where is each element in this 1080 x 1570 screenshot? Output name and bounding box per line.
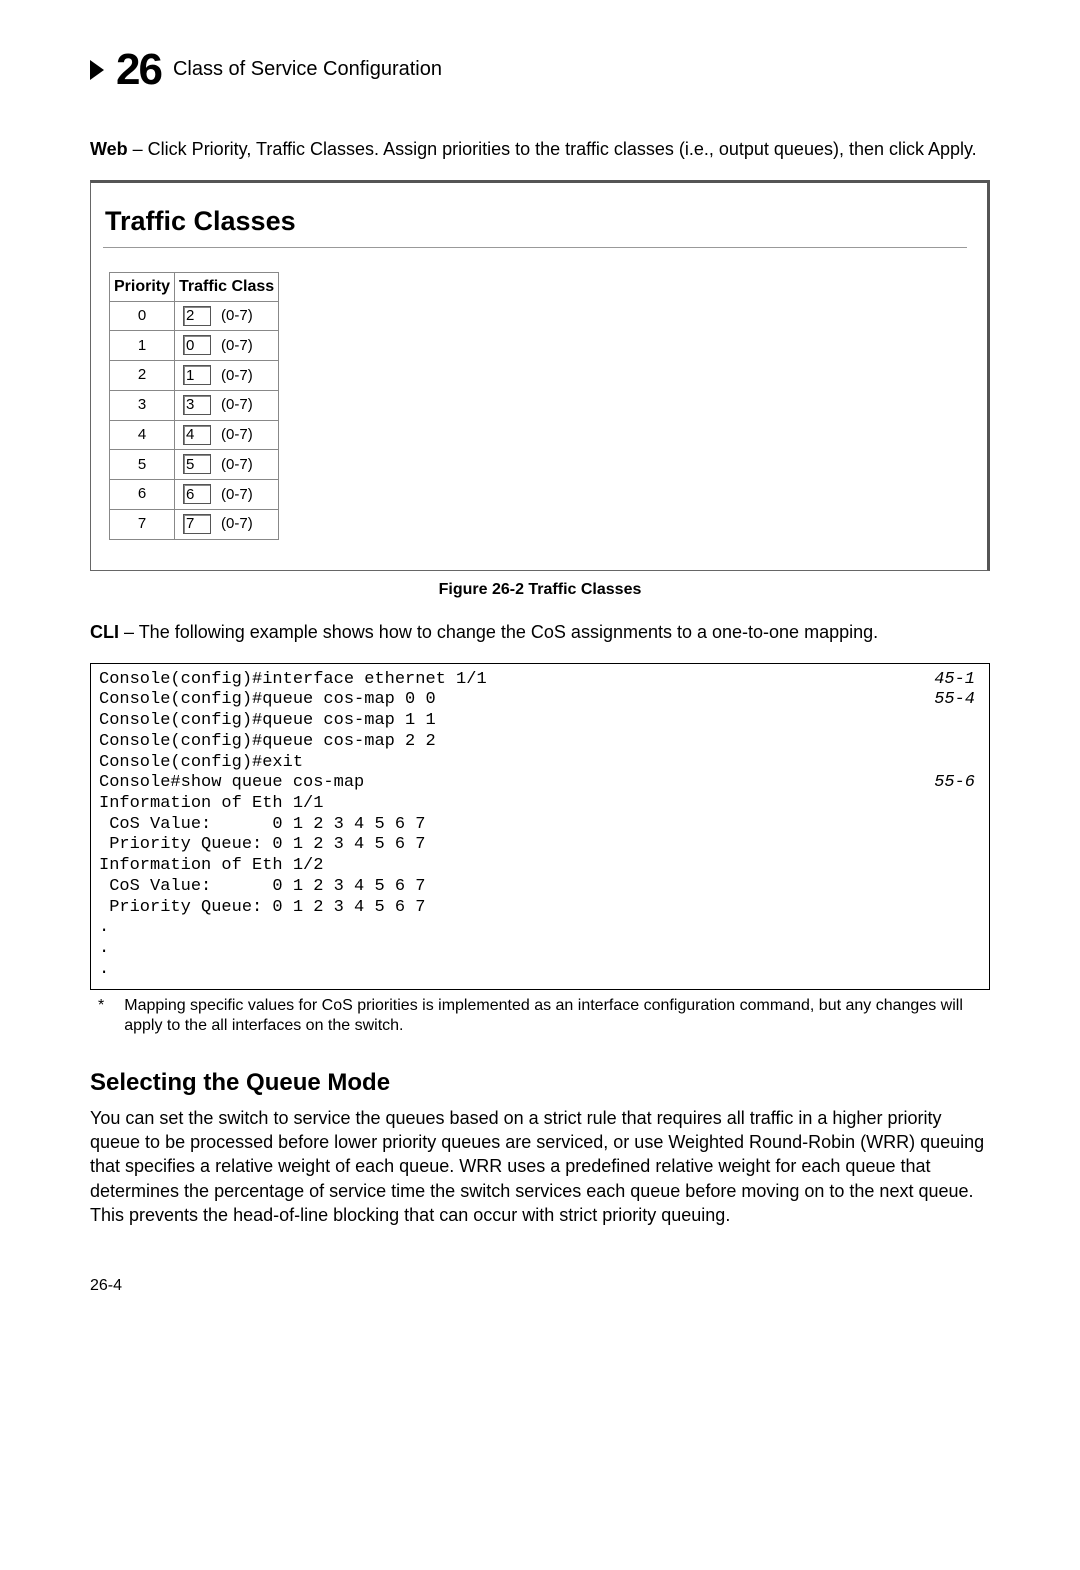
- traffic-classes-table: Priority Traffic Class 0 (0-7) 1 (0-7) 2 (0-7…: [109, 272, 279, 540]
- range-label: (0-7): [221, 456, 253, 473]
- cli-line: Console(config)#queue cos-map 2 2: [99, 732, 979, 753]
- chapter-number: 26: [116, 40, 161, 99]
- panel-title: Traffic Classes: [105, 203, 987, 239]
- footnote-text: Mapping specific values for CoS prioriti…: [124, 996, 990, 1038]
- footnote-mark: *: [98, 996, 104, 1038]
- header-arrow-icon: [90, 60, 104, 80]
- range-label: (0-7): [221, 486, 253, 503]
- range-label: (0-7): [221, 337, 253, 354]
- chapter-title: Class of Service Configuration: [173, 56, 442, 83]
- web-intro-rest: – Click Priority, Traffic Classes. Assig…: [128, 139, 977, 159]
- body-paragraph: You can set the switch to service the qu…: [90, 1106, 990, 1227]
- traffic-class-cell: (0-7): [175, 361, 279, 391]
- traffic-class-cell: (0-7): [175, 301, 279, 331]
- priority-cell: 6: [110, 480, 175, 510]
- table-row: 2 (0-7): [110, 361, 279, 391]
- traffic-class-cell: (0-7): [175, 420, 279, 450]
- cli-line: .: [99, 939, 979, 960]
- cli-line: Priority Queue: 0 1 2 3 4 5 6 7: [99, 835, 979, 856]
- panel-divider: [103, 247, 967, 248]
- priority-cell: 4: [110, 420, 175, 450]
- cli-line: CoS Value: 0 1 2 3 4 5 6 7: [99, 877, 979, 898]
- page-header: 26 Class of Service Configuration: [90, 40, 990, 99]
- priority-cell: 3: [110, 390, 175, 420]
- table-row: 5 (0-7): [110, 450, 279, 480]
- traffic-class-cell: (0-7): [175, 390, 279, 420]
- range-label: (0-7): [221, 426, 253, 443]
- cli-line: .: [99, 960, 979, 981]
- table-row: 3 (0-7): [110, 390, 279, 420]
- cli-intro: CLI – The following example shows how to…: [90, 620, 990, 644]
- priority-cell: 7: [110, 509, 175, 539]
- traffic-class-cell: (0-7): [175, 509, 279, 539]
- cli-line: Priority Queue: 0 1 2 3 4 5 6 7: [99, 898, 979, 919]
- subhead: Selecting the Queue Mode: [90, 1067, 990, 1099]
- web-intro-lead: Web: [90, 139, 128, 159]
- priority-cell: 5: [110, 450, 175, 480]
- cli-line: Console(config)#exit: [99, 753, 979, 774]
- cli-intro-rest: – The following example shows how to cha…: [119, 622, 878, 642]
- traffic-class-input[interactable]: [183, 335, 211, 355]
- priority-cell: 1: [110, 331, 175, 361]
- cli-line: Console(config)#interface ethernet 1/145…: [99, 670, 979, 691]
- footnote: * Mapping specific values for CoS priori…: [98, 996, 990, 1038]
- traffic-class-input[interactable]: [183, 484, 211, 504]
- page-number: 26-4: [90, 1275, 990, 1297]
- web-intro: Web – Click Priority, Traffic Classes. A…: [90, 137, 990, 161]
- traffic-class-cell: (0-7): [175, 331, 279, 361]
- traffic-class-input[interactable]: [183, 514, 211, 534]
- priority-cell: 0: [110, 301, 175, 331]
- traffic-classes-screenshot: Traffic Classes Priority Traffic Class 0…: [90, 180, 990, 571]
- cli-line: CoS Value: 0 1 2 3 4 5 6 7: [99, 815, 979, 836]
- col-traffic-class: Traffic Class: [175, 273, 279, 302]
- table-row: 6 (0-7): [110, 480, 279, 510]
- cli-line: .: [99, 918, 979, 939]
- traffic-class-cell: (0-7): [175, 480, 279, 510]
- figure-caption: Figure 26-2 Traffic Classes: [90, 579, 990, 601]
- range-label: (0-7): [221, 367, 253, 384]
- cli-line: Console(config)#queue cos-map 1 1: [99, 711, 979, 732]
- cli-intro-lead: CLI: [90, 622, 119, 642]
- cli-line: Console(config)#queue cos-map 0 055-4: [99, 690, 979, 711]
- cli-output: Console(config)#interface ethernet 1/145…: [90, 663, 990, 990]
- traffic-class-input[interactable]: [183, 365, 211, 385]
- range-label: (0-7): [221, 396, 253, 413]
- table-row: 7 (0-7): [110, 509, 279, 539]
- table-row: 0 (0-7): [110, 301, 279, 331]
- priority-cell: 2: [110, 361, 175, 391]
- table-row: 1 (0-7): [110, 331, 279, 361]
- cli-line: Console#show queue cos-map55-6: [99, 773, 979, 794]
- traffic-class-input[interactable]: [183, 454, 211, 474]
- range-label: (0-7): [221, 307, 253, 324]
- col-priority: Priority: [110, 273, 175, 302]
- traffic-class-input[interactable]: [183, 425, 211, 445]
- cli-line: Information of Eth 1/1: [99, 794, 979, 815]
- cli-line: Information of Eth 1/2: [99, 856, 979, 877]
- traffic-class-cell: (0-7): [175, 450, 279, 480]
- range-label: (0-7): [221, 515, 253, 532]
- traffic-class-input[interactable]: [183, 306, 211, 326]
- traffic-class-input[interactable]: [183, 395, 211, 415]
- table-row: 4 (0-7): [110, 420, 279, 450]
